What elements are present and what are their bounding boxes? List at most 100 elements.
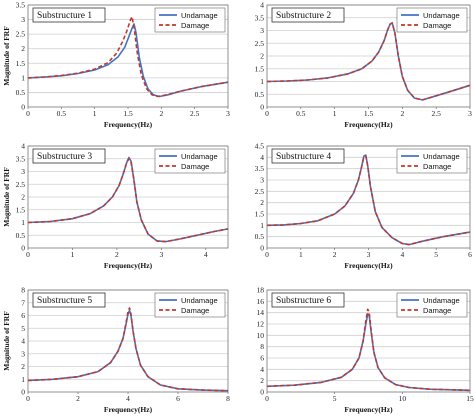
- y-axis-label: Magnitude of FRF: [2, 26, 11, 86]
- x-tick-label: 5: [434, 250, 438, 259]
- chart-panel-4: 00.511.522.533.544.50 1 2 3 4 5 6Substructure …: [255, 142, 473, 271]
- y-tick-label: 14: [257, 308, 265, 317]
- x-tick-label: 3: [226, 109, 230, 118]
- y-tick-label: 2: [260, 376, 264, 385]
- legend-box: [396, 148, 468, 174]
- y-tick-label: 3.5: [16, 1, 26, 10]
- y-tick-label: 4: [260, 365, 264, 374]
- y-tick-label: 2.5: [255, 39, 265, 48]
- x-tick-label: 0: [265, 394, 269, 403]
- x-tick-label: 2.5: [431, 109, 441, 118]
- series-line-damage: [266, 155, 471, 246]
- x-tick-label: 1: [333, 109, 337, 118]
- chart-title: Substructure 5: [37, 296, 92, 306]
- y-tick-label: 8: [21, 286, 25, 295]
- y-tick-label: 0.5: [16, 88, 26, 97]
- x-tick-label: 0: [26, 394, 30, 403]
- chart-title: Substructure 3: [37, 152, 92, 162]
- y-tick-label: 0.5: [255, 90, 265, 99]
- y-tick-label: 4: [260, 1, 264, 10]
- chart-title: Substructure 4: [276, 152, 331, 162]
- x-tick-label: 8: [226, 394, 230, 403]
- legend-label: Damage: [423, 306, 451, 315]
- title-box: [271, 292, 345, 308]
- x-tick-label: 3: [159, 250, 163, 259]
- legend-label: Damage: [423, 162, 451, 171]
- y-tick-label: 0: [260, 388, 264, 397]
- series-line-damage: [27, 15, 229, 98]
- y-tick-label: 2: [21, 44, 25, 53]
- x-tick-label: 10: [399, 394, 407, 403]
- series-line-undamage: [27, 23, 229, 98]
- y-tick-label: 10: [257, 331, 265, 340]
- legend-box: [154, 292, 226, 318]
- y-tick-label: 3.5: [255, 164, 265, 173]
- series-line-damage: [27, 158, 229, 243]
- x-axis-label: Frequency(Hz): [104, 405, 153, 414]
- x-axis-label: Frequency(Hz): [344, 405, 393, 414]
- y-tick-label: 1: [21, 73, 25, 82]
- y-tick-label: 1: [260, 77, 264, 86]
- x-tick-label: 1.5: [123, 109, 133, 118]
- x-tick-label: 0.5: [296, 109, 306, 118]
- legend-box: [154, 7, 226, 33]
- x-tick-label: 0: [26, 109, 30, 118]
- y-tick-label: 2.5: [255, 187, 265, 196]
- y-tick-label: 3: [260, 176, 264, 185]
- y-axis-label: Magnitude of FRF: [2, 311, 11, 371]
- title-box: [271, 148, 345, 164]
- title-box: [271, 7, 345, 23]
- y-tick-label: 2: [21, 362, 25, 371]
- x-tick-label: 3: [468, 109, 472, 118]
- plot-area-border: [27, 4, 229, 108]
- y-tick-label: 2: [21, 193, 25, 202]
- y-tick-label: 0: [21, 103, 25, 112]
- y-tick-label: 2.5: [16, 30, 26, 39]
- series-line-damage: [266, 22, 471, 101]
- x-tick-label: 2: [76, 394, 80, 403]
- x-tick-label: 4: [204, 250, 208, 259]
- plot-area-border: [27, 145, 229, 249]
- y-tick-label: 1.5: [255, 210, 265, 219]
- x-tick-label: 1: [93, 109, 97, 118]
- plot-area-border: [27, 289, 229, 393]
- y-tick-label: 16: [257, 297, 265, 306]
- y-tick-label: 0: [260, 244, 264, 253]
- y-tick-label: 3: [260, 26, 264, 35]
- x-axis-label: Frequency(Hz): [344, 120, 393, 129]
- chart-panel-1: 0 0.5 1 1.5 2 2.5 3 3.5 0 0.5 1 1.5 2 2.5 3 Substructur…: [2, 1, 230, 130]
- x-tick-label: 1.5: [364, 109, 374, 118]
- x-tick-label: 6: [468, 250, 472, 259]
- y-tick-label: 2: [260, 198, 264, 207]
- chart-panel-5: 0 1 2 3 4 5 6 7 8 0 2 4 6 8 Substructure 5 UndamageDama…: [2, 286, 230, 415]
- y-tick-label: 1: [21, 375, 25, 384]
- x-tick-label: 2.5: [190, 109, 200, 118]
- legend-label: Damage: [181, 21, 209, 30]
- x-tick-label: 1: [299, 250, 303, 259]
- x-tick-label: 2: [333, 250, 337, 259]
- chart-panel-3: 0 0.5 1 1.5 2 2.5 3 3.5 4 0 1 2 3 4 Substructure 3 Unda…: [2, 142, 229, 270]
- series-line-undamage: [266, 312, 471, 392]
- legend-box: [396, 7, 468, 33]
- y-tick-label: 4: [21, 142, 25, 151]
- y-tick-label: 4: [21, 337, 25, 346]
- x-axis-label: Frequency(Hz): [104, 120, 153, 129]
- y-tick-label: 4.5: [255, 142, 265, 151]
- legend-label: Damage: [423, 21, 451, 30]
- y-tick-label: 1: [260, 221, 264, 230]
- x-axis-label: Frequency(Hz): [344, 261, 393, 270]
- y-tick-label: 18: [257, 286, 265, 295]
- x-tick-label: 15: [466, 394, 474, 403]
- y-tick-label: 3: [21, 15, 25, 24]
- series-line-undamage: [27, 309, 229, 392]
- x-tick-label: 0: [265, 250, 269, 259]
- y-tick-label: 3.5: [16, 154, 26, 163]
- y-tick-label: 3.5: [255, 13, 265, 22]
- y-tick-label: 1: [21, 218, 25, 227]
- title-box: [32, 148, 106, 164]
- chart-panel-2: 0 0.5 1 1.5 2 2.5 3 3.5 4 0 0.5 1 1.5 2 2.5 3 Substructu…: [255, 1, 473, 130]
- legend-label: Undamage: [423, 152, 460, 161]
- y-tick-label: 4: [260, 153, 264, 162]
- y-tick-label: 1.5: [16, 59, 26, 68]
